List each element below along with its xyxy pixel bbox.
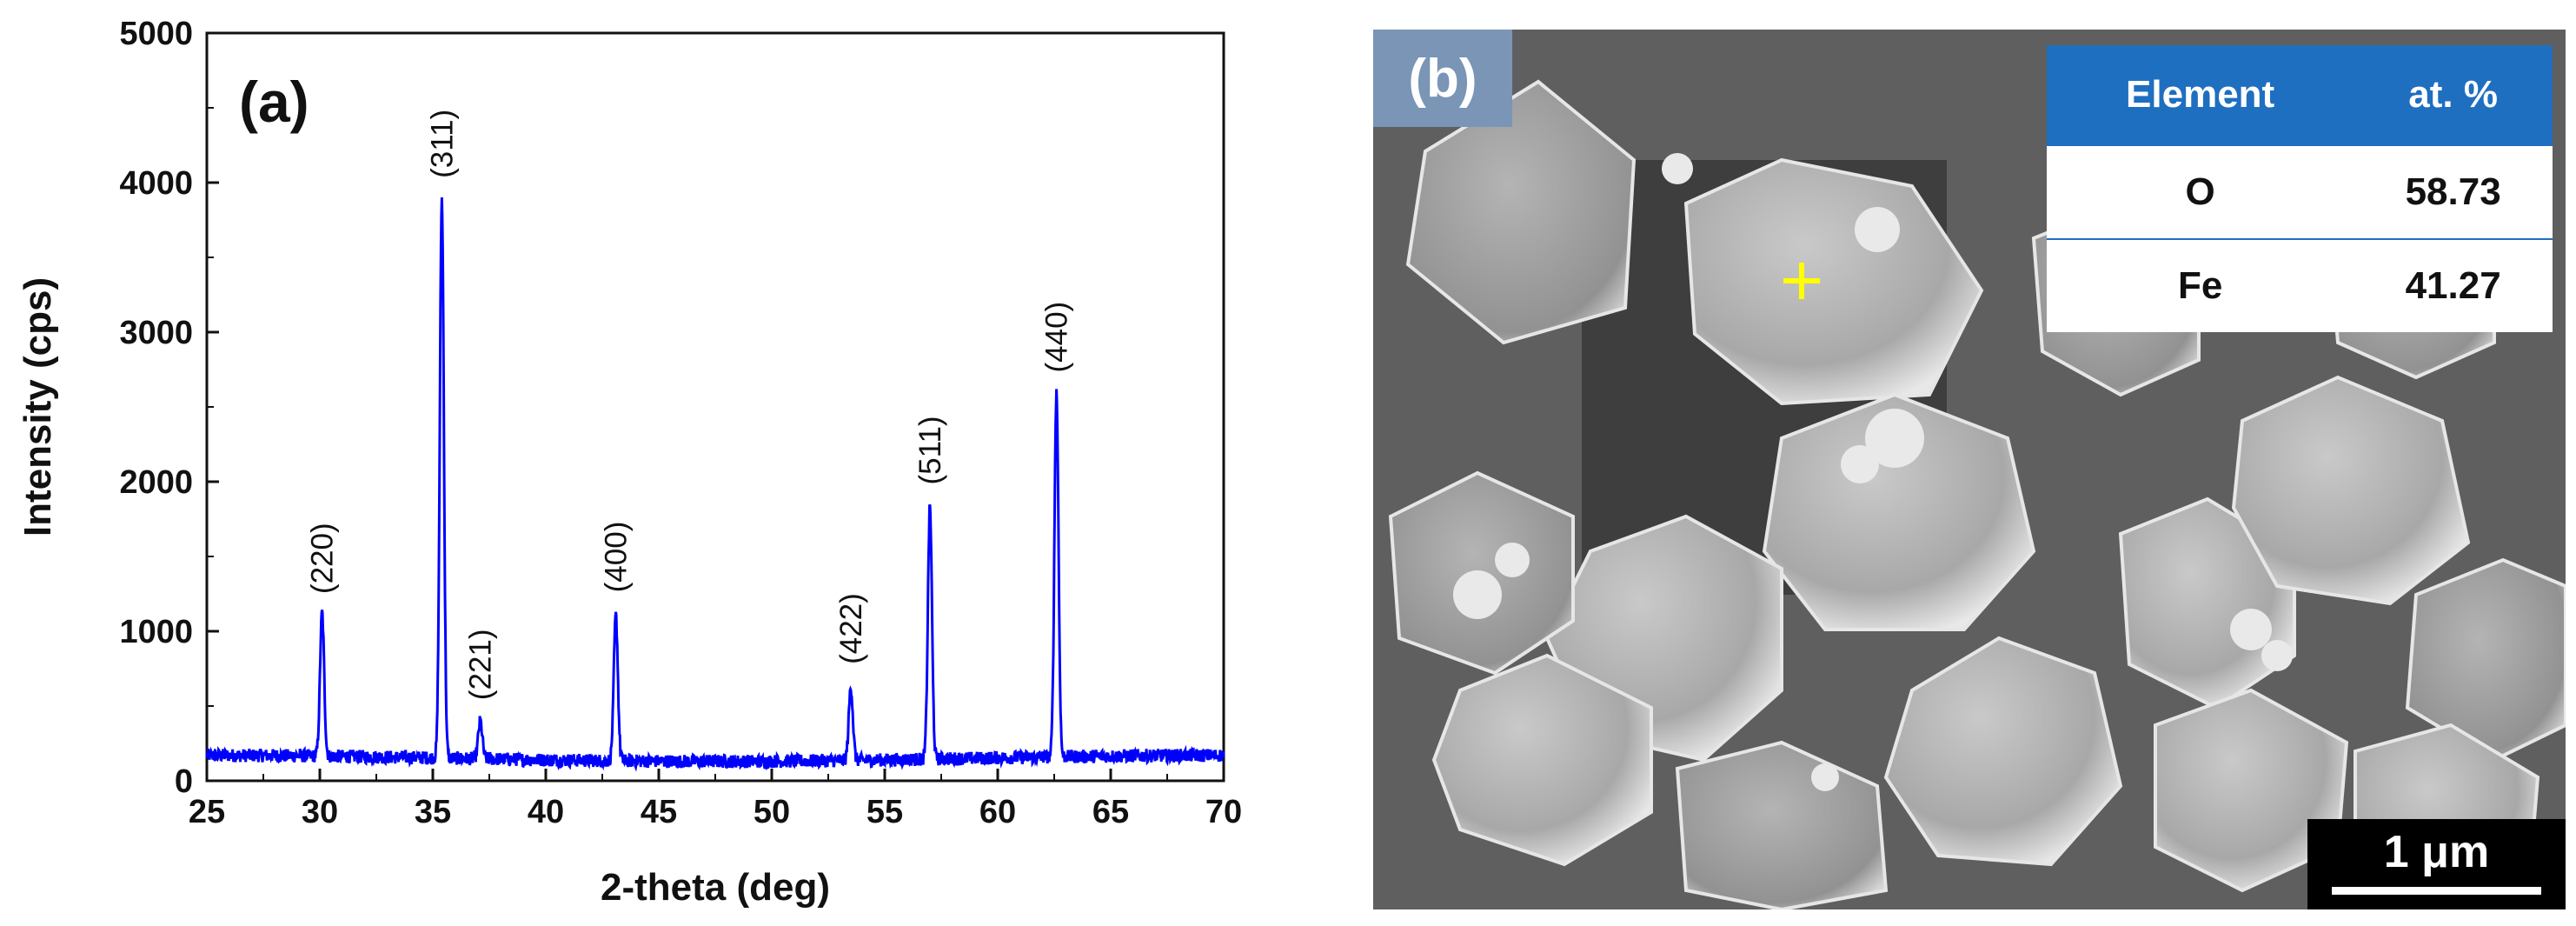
scale-bar-label: 1 μm bbox=[2383, 827, 2490, 877]
x-tick-label: 65 bbox=[1092, 794, 1129, 830]
crosshair-marker-icon bbox=[1783, 263, 1820, 299]
axis-ticks bbox=[205, 31, 1225, 783]
plot-frame bbox=[205, 31, 1225, 783]
cell-value: 41.27 bbox=[2354, 238, 2553, 332]
y-tick-label: 0 bbox=[175, 763, 193, 800]
header-element: Element bbox=[2047, 45, 2354, 145]
y-tick-label: 5000 bbox=[119, 16, 193, 52]
panel-label-b: (b) bbox=[1408, 48, 1477, 109]
x-axis-title: 2-theta (deg) bbox=[601, 866, 830, 909]
scale-bar-line bbox=[2332, 887, 2541, 895]
x-tick-label: 40 bbox=[528, 794, 564, 830]
peak-label: (220) bbox=[306, 523, 340, 594]
x-tick-label: 25 bbox=[189, 794, 225, 830]
peak-label: (400) bbox=[600, 522, 634, 593]
peak-label: (511) bbox=[913, 416, 947, 484]
cell-element: O bbox=[2047, 144, 2354, 239]
x-tick-label: 35 bbox=[415, 794, 451, 830]
peak-labels: (220) (311) (221) (400) (422) (511) (440) bbox=[306, 110, 1074, 700]
sem-small-particles bbox=[1453, 153, 2293, 791]
y-tick-label: 4000 bbox=[119, 165, 193, 202]
x-tick-label: 70 bbox=[1205, 794, 1242, 830]
y-axis-title: Intensity (cps) bbox=[17, 277, 59, 536]
peak-label: (440) bbox=[1040, 302, 1074, 373]
x-tick-label: 50 bbox=[754, 794, 790, 830]
eds-composition-table: Element at. % O 58.73 Fe 41.27 bbox=[2047, 45, 2553, 332]
header-at-percent: at. % bbox=[2354, 45, 2553, 145]
table-header-row: Element at. % bbox=[2047, 45, 2553, 145]
panel-label-b-box: (b) bbox=[1373, 30, 1512, 127]
peak-label: (221) bbox=[464, 629, 498, 700]
y-tick-label: 2000 bbox=[119, 464, 193, 501]
x-tick-label: 45 bbox=[641, 794, 677, 830]
tick-labels: 25 30 35 40 45 50 55 60 65 70 0 1000 2000 3000 4000 500… bbox=[119, 16, 1242, 830]
xrd-chart: 25 30 35 40 45 50 55 60 65 70 0 1000 2000 3000 4000 500… bbox=[17, 16, 1242, 909]
xrd-series-line bbox=[205, 197, 1225, 772]
scale-bar: 1 μm bbox=[2307, 819, 2566, 909]
y-tick-label: 3000 bbox=[119, 315, 193, 351]
table-row: Fe 41.27 bbox=[2047, 238, 2553, 332]
panel-label-a: (a) bbox=[239, 70, 309, 134]
peak-label: (311) bbox=[425, 110, 459, 178]
y-tick-label: 1000 bbox=[119, 614, 193, 650]
cell-value: 58.73 bbox=[2354, 144, 2553, 239]
x-tick-label: 55 bbox=[866, 794, 903, 830]
peak-label: (422) bbox=[834, 593, 868, 664]
sem-image-panel: (b) Element at. % O 58.73 Fe 41.27 1 μm bbox=[1373, 30, 2566, 909]
table-row: O 58.73 bbox=[2047, 144, 2553, 239]
cell-element: Fe bbox=[2047, 238, 2354, 332]
x-tick-label: 30 bbox=[302, 794, 338, 830]
x-tick-label: 60 bbox=[979, 794, 1016, 830]
